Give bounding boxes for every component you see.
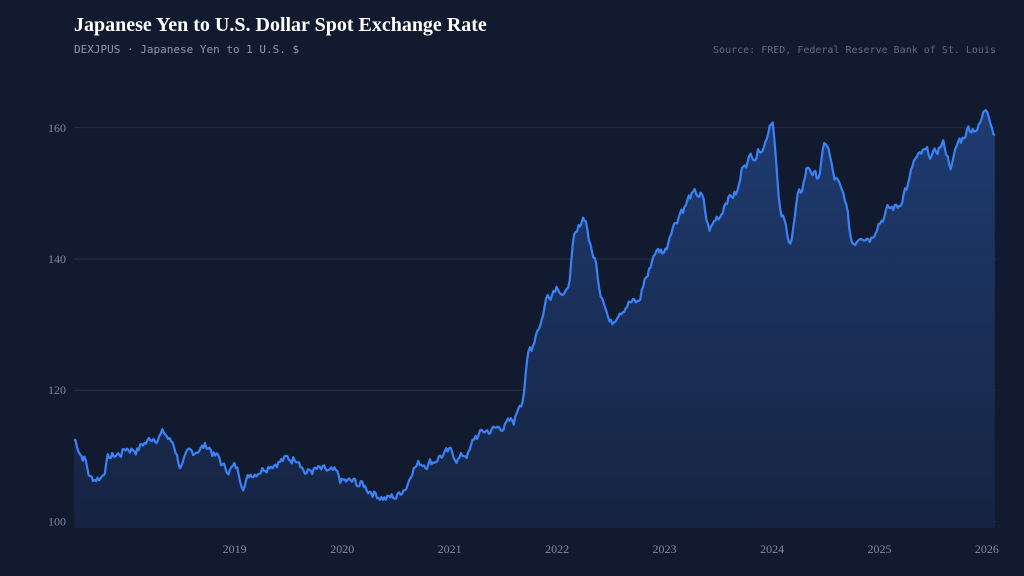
series-line	[73, 109, 996, 501]
source-note: Source: FRED, Federal Reserve Bank of St…	[713, 45, 996, 56]
y-tick-label: 120	[48, 383, 66, 397]
x-tick-label: 2023	[652, 542, 676, 556]
y-tick-label: 140	[48, 252, 66, 266]
x-tick-label: 2024	[760, 542, 784, 556]
x-tick-label: 2019	[223, 542, 247, 556]
x-tick-label: 2025	[867, 542, 891, 556]
chart-subtitle: DEXJPUS · Japanese Yen to 1 U.S. $	[74, 43, 300, 56]
x-tick-label: 2021	[438, 542, 462, 556]
x-tick-label: 2026	[975, 542, 999, 556]
y-tick-label: 100	[48, 514, 66, 528]
chart-title: Japanese Yen to U.S. Dollar Spot Exchang…	[74, 14, 487, 36]
x-tick-label: 2022	[545, 542, 569, 556]
x-axis-ticks: 2019 2020 2021 2022 2023 2024 2025 2026	[223, 542, 999, 556]
series-area-fill	[74, 110, 995, 529]
y-tick-label: 160	[48, 121, 66, 135]
x-tick-label: 2020	[330, 542, 354, 556]
y-axis-ticks: 100 120 140 160	[48, 121, 66, 529]
